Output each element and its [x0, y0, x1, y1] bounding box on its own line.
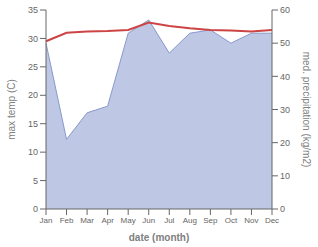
- svg-text:Mar: Mar: [80, 216, 94, 225]
- svg-text:30: 30: [28, 34, 38, 44]
- svg-text:Feb: Feb: [60, 216, 74, 225]
- svg-text:5: 5: [33, 176, 38, 186]
- svg-text:25: 25: [28, 62, 38, 72]
- svg-text:35: 35: [28, 5, 38, 15]
- svg-text:30: 30: [280, 105, 290, 115]
- svg-text:40: 40: [280, 72, 290, 82]
- svg-text:50: 50: [280, 38, 290, 48]
- svg-text:May: May: [121, 216, 136, 225]
- svg-text:10: 10: [280, 171, 290, 181]
- svg-text:15: 15: [28, 119, 38, 129]
- svg-text:60: 60: [280, 5, 290, 15]
- svg-text:Sep: Sep: [203, 216, 218, 225]
- svg-text:0: 0: [33, 204, 38, 214]
- svg-text:med. precipitation (kg/m2): med. precipitation (kg/m2): [301, 52, 310, 168]
- svg-text:Apr: Apr: [101, 216, 114, 225]
- svg-text:20: 20: [28, 90, 38, 100]
- svg-text:max temp (C): max temp (C): [8, 79, 17, 140]
- svg-text:Jan: Jan: [40, 216, 53, 225]
- svg-text:20: 20: [280, 138, 290, 148]
- svg-text:Dec: Dec: [265, 216, 279, 225]
- svg-text:Aug: Aug: [183, 216, 197, 225]
- svg-text:Jun: Jun: [142, 216, 155, 225]
- svg-text:10: 10: [28, 147, 38, 157]
- svg-text:date (month): date (month): [129, 232, 190, 243]
- svg-text:0: 0: [280, 204, 285, 214]
- svg-text:Oct: Oct: [225, 216, 238, 225]
- svg-text:Nov: Nov: [244, 216, 258, 225]
- svg-text:Jul: Jul: [164, 216, 174, 225]
